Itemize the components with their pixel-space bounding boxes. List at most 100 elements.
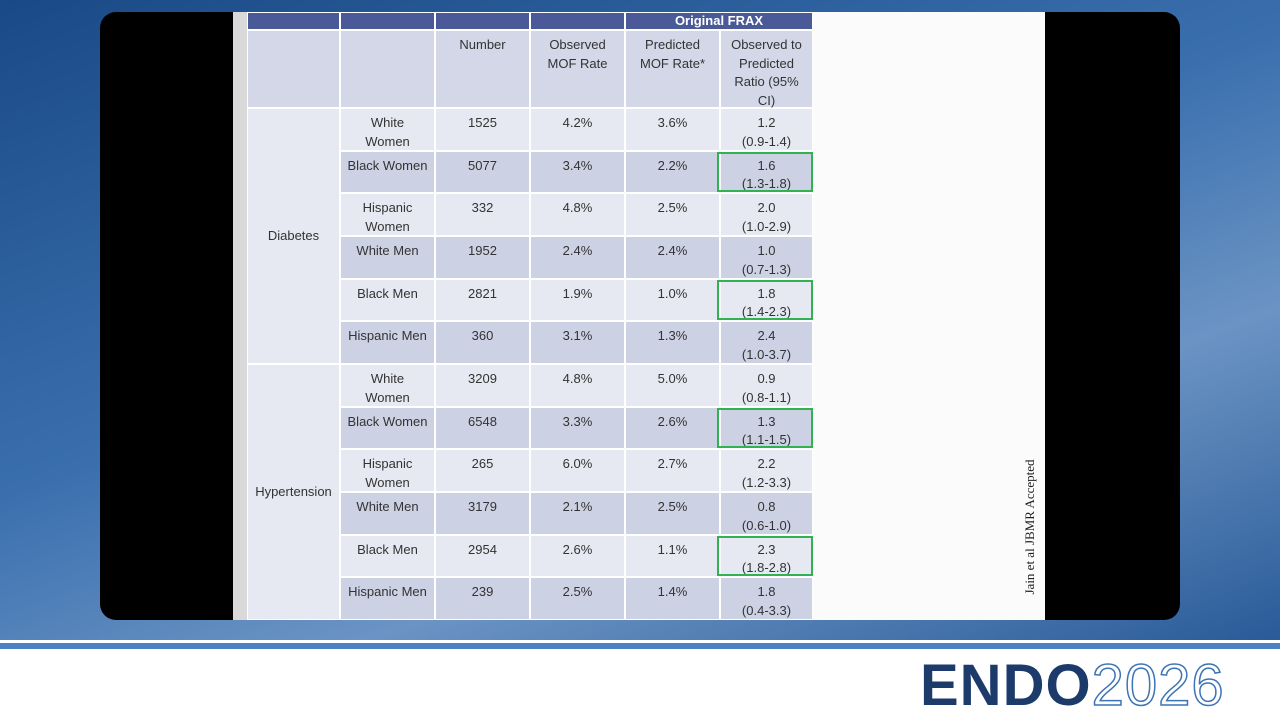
table-cell: 1525 (435, 108, 530, 151)
ratio-cell: 1.8 (0.4-3.3) (720, 577, 813, 620)
table-cell: 2821 (435, 278, 530, 322)
ratio-cell: 2.4 (1.0-3.7) (720, 321, 813, 364)
group-cell: Hypertension (247, 364, 340, 620)
ratio-cell: 2.0 (1.0-2.9) (720, 193, 813, 236)
table-cell: 3.4% (530, 150, 625, 194)
column-header: Observed to Predicted Ratio (95% CI) (720, 30, 813, 108)
ratio: 1.8 (757, 285, 776, 301)
table-cell: White Men (340, 236, 435, 279)
population: Black Men (357, 541, 418, 557)
table-cell: 5.0% (625, 364, 720, 407)
confidence-interval: (1.4-2.3) (741, 304, 792, 320)
value: 2.5% (657, 200, 688, 216)
value: 332 (471, 200, 494, 216)
table-cell: 2.6% (625, 406, 720, 450)
value: 6.0% (562, 456, 593, 472)
table-cell: 1.1% (625, 534, 720, 578)
value: 5077 (468, 157, 497, 173)
table-cell: 332 (435, 193, 530, 236)
population: White Men (356, 243, 419, 258)
header-cell (435, 12, 530, 30)
value: 3.4% (562, 157, 593, 173)
population: Hispanic Men (348, 328, 427, 344)
table-cell: 6548 (435, 406, 530, 450)
table-cell: 3.3% (530, 406, 625, 450)
table-cell: 4.8% (530, 193, 625, 236)
value: 1.9% (562, 285, 593, 301)
table-cell: 6.0% (530, 449, 625, 492)
ratio-cell: 1.6 (1.3-1.8) (720, 150, 813, 194)
ratio: 1.8 (757, 584, 776, 600)
slide-edge (233, 12, 247, 620)
table-cell: 239 (435, 577, 530, 620)
group-label: Diabetes (267, 227, 320, 243)
value: 4.2% (562, 115, 593, 130)
table-cell: 3.6% (625, 108, 720, 151)
population: White Men (356, 499, 419, 514)
table-cell: White Men (340, 492, 435, 535)
value: 239 (471, 584, 494, 600)
column-header-text: Observed to Predicted Ratio (95% CI) (731, 37, 802, 108)
population: Hispanic Women (362, 200, 413, 234)
table-cell: Black Men (340, 278, 435, 322)
value: 1525 (468, 115, 497, 130)
population: White Women (365, 115, 410, 149)
table-cell: 2.5% (625, 193, 720, 236)
ratio: 2.4 (757, 328, 776, 344)
value: 2.6% (657, 413, 688, 429)
value: 2.5% (562, 584, 593, 600)
confidence-interval: (0.6-1.0) (741, 517, 792, 533)
table-cell: Black Men (340, 534, 435, 578)
ratio-cell: 2.3 (1.8-2.8) (720, 534, 813, 578)
confidence-interval: (1.2-3.3) (741, 474, 792, 490)
table-cell: 2.7% (625, 449, 720, 492)
value: 6548 (468, 413, 497, 429)
value: 2.7% (657, 456, 688, 472)
column-header-text: Number (459, 37, 506, 52)
column-header-text: Observed MOF Rate (547, 37, 608, 71)
value: 265 (471, 456, 494, 472)
ratio: 2.3 (757, 541, 776, 557)
table-cell: White Women (340, 364, 435, 407)
ratio-cell: 1.0 (0.7-1.3) (720, 236, 813, 279)
table-cell: 1.9% (530, 278, 625, 322)
table-cell: 1.0% (625, 278, 720, 322)
table-cell: Hispanic Women (340, 449, 435, 492)
table-cell: 1.4% (625, 577, 720, 620)
ratio: 1.0 (757, 243, 776, 258)
table-cell: White Women (340, 108, 435, 151)
column-header-text: Predicted MOF Rate* (639, 37, 705, 71)
highlight-box (717, 407, 813, 449)
table-cell: 3.1% (530, 321, 625, 364)
table-cell: 2.1% (530, 492, 625, 535)
header-group: Original FRAX (625, 12, 813, 30)
ratio: 0.8 (757, 499, 776, 514)
stripe (0, 643, 1280, 649)
table-cell: 2.4% (530, 236, 625, 279)
table-cell: Black Women (340, 406, 435, 450)
header-cell (340, 12, 435, 30)
ratio: 0.9 (757, 371, 776, 386)
table-cell: 2.5% (625, 492, 720, 535)
value: 2.4% (562, 243, 593, 258)
group-label: Hypertension (255, 483, 332, 499)
header-cell (340, 30, 435, 108)
ratio: 1.3 (757, 413, 776, 429)
value: 2954 (468, 541, 497, 557)
value: 3.1% (562, 328, 593, 344)
ratio: 2.0 (757, 200, 776, 216)
table-cell: 265 (435, 449, 530, 492)
value: 2.1% (562, 499, 593, 514)
value: 5.0% (657, 371, 688, 386)
population: Hispanic Men (348, 584, 427, 600)
ratio-cell: 0.9 (0.8-1.1) (720, 364, 813, 407)
population: Black Women (347, 413, 428, 429)
citation: Jain et al JBMR Accepted (1022, 459, 1037, 595)
header-group-text: Original FRAX (674, 13, 764, 28)
value: 2.4% (657, 243, 688, 258)
table-cell: 3209 (435, 364, 530, 407)
ratio-cell: 0.8 (0.6-1.0) (720, 492, 813, 535)
table-cell: 1.3% (625, 321, 720, 364)
ratio: 2.2 (757, 456, 776, 472)
